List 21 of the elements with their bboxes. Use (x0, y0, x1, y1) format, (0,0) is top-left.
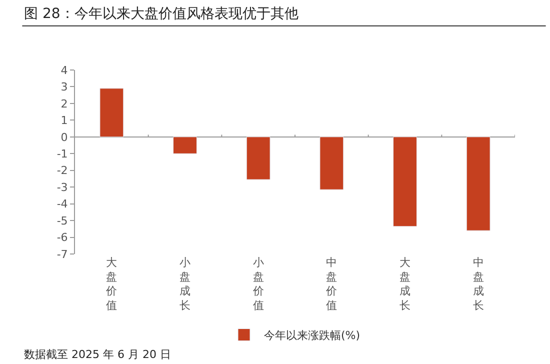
chart-title: 图 28：今年以来大盘价值风格表现优于其他 (24, 6, 298, 22)
y-tick-label: -5 (56, 214, 68, 228)
x-tick-label: 小盘成长 (180, 256, 190, 312)
x-tick-label: 大盘成长 (400, 256, 410, 312)
y-tick-label: -7 (56, 248, 68, 261)
y-tick-label: 3 (60, 80, 68, 94)
y-tick-label: 2 (60, 97, 68, 110)
y-tick-label: -2 (56, 164, 68, 178)
x-tick-label: 中盘价值 (325, 256, 338, 312)
y-tick-label: 4 (60, 64, 68, 77)
y-tick-label: -4 (56, 198, 68, 211)
legend-label: 今年以来涨跌幅(%) (264, 329, 360, 342)
text: 数据截至 2025 年 6 月 20 日 (24, 348, 171, 361)
x-tick-label: 中盘成长 (472, 256, 484, 312)
y-tick-label: -6 (56, 231, 68, 244)
x-tick-label: 大盘价值 (105, 256, 118, 312)
y-tick-label: -1 (56, 147, 68, 160)
y-tick-label: -3 (56, 180, 68, 194)
x-tick-label: 小盘价值 (252, 256, 264, 312)
y-tick-label: 1 (60, 114, 68, 128)
y-tick-label: 0 (60, 130, 68, 144)
